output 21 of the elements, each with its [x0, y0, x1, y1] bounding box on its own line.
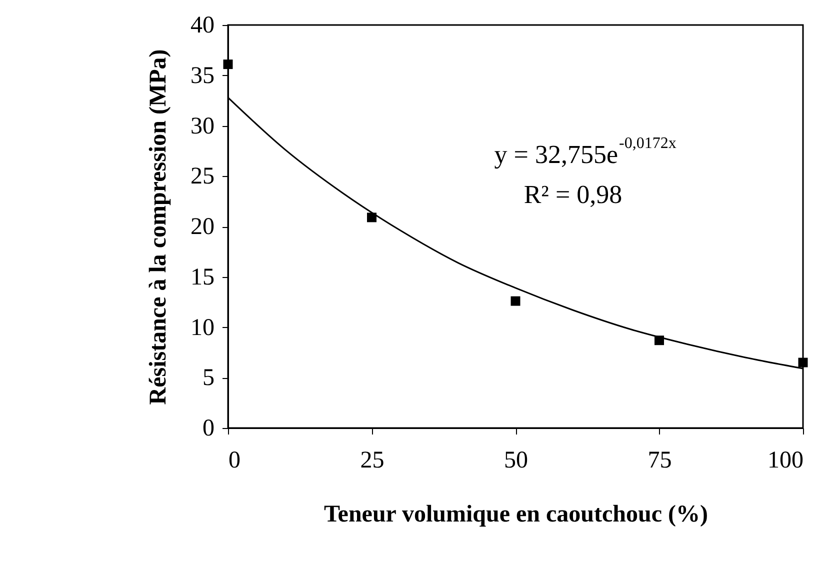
point	[510, 296, 520, 306]
x-tick-label: 100	[768, 448, 804, 474]
y-tick-label: 25	[190, 164, 214, 190]
point	[367, 212, 376, 222]
point	[798, 358, 808, 368]
y-tick-label: 0	[202, 416, 214, 442]
y-axis-title: Résistance à la compression (MPa)	[146, 49, 172, 405]
x-tick-label: 25	[360, 448, 384, 474]
y-tick-label: 10	[190, 314, 214, 341]
point	[223, 60, 233, 70]
y-tick-label: 35	[190, 62, 214, 89]
y-tick-label: 40	[190, 12, 214, 38]
y-tick-label: 5	[202, 365, 214, 392]
annotation: R² = 0,98	[524, 180, 622, 209]
x-tick-label: 75	[648, 448, 672, 474]
x-tick-label: 50	[504, 448, 528, 474]
y-tick-label: 30	[190, 113, 214, 140]
y-tick-label: 15	[190, 264, 214, 290]
y-tick-label: 20	[190, 214, 214, 240]
x-tick-label: 0	[228, 448, 240, 474]
x-axis-title: Teneur volumique en caoutchouc (%)	[324, 502, 708, 528]
